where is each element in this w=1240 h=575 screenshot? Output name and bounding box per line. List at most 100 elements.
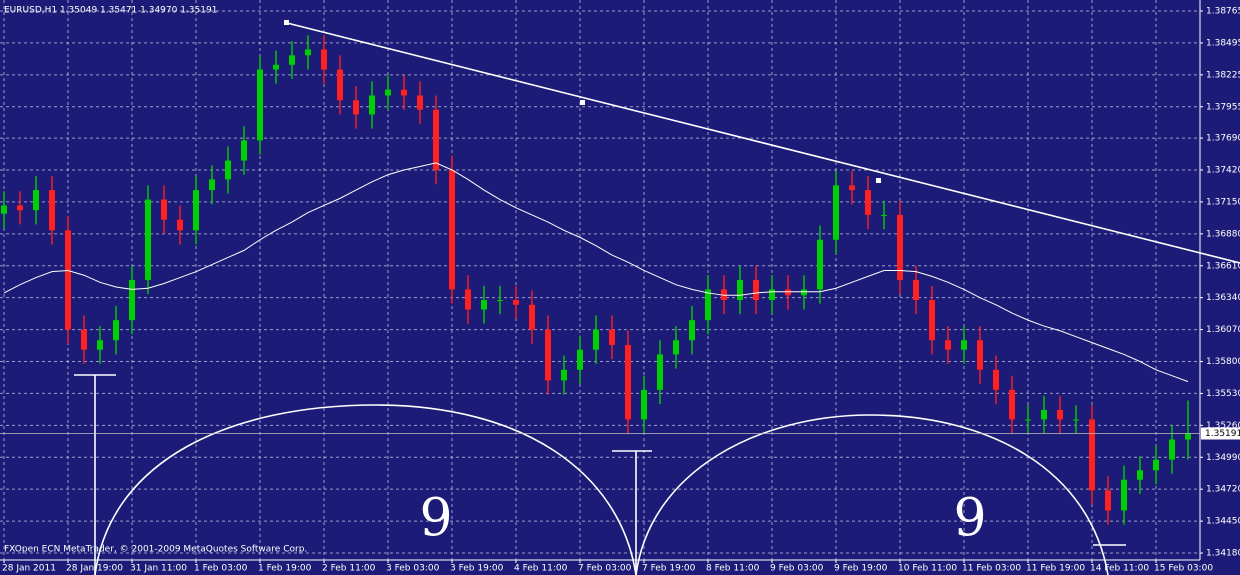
candle-body xyxy=(865,190,871,215)
x-tick-label: 1 Feb 19:00 xyxy=(258,564,312,574)
candle-body xyxy=(337,69,343,101)
candle-body xyxy=(1089,419,1095,491)
candle-body xyxy=(385,89,391,96)
candle-body xyxy=(193,190,199,231)
candle-body xyxy=(577,349,583,370)
y-tick-label: 1.36070 xyxy=(1206,325,1240,335)
candle-body xyxy=(241,140,247,161)
candle-body xyxy=(497,300,503,302)
candle-body xyxy=(721,289,727,301)
candle-body xyxy=(977,340,983,370)
candle-body xyxy=(1121,479,1127,511)
candle-body xyxy=(833,185,839,240)
candle-body xyxy=(657,354,663,390)
candle-body xyxy=(321,49,327,70)
candle-body xyxy=(33,190,39,211)
candle-body xyxy=(801,289,807,296)
candle-body xyxy=(433,109,439,170)
candle-body xyxy=(593,329,599,350)
candle-body xyxy=(177,219,183,231)
candle-body xyxy=(625,344,631,420)
x-tick-label: 11 Feb 19:00 xyxy=(1026,564,1085,574)
candle-body xyxy=(945,340,951,350)
candle-body xyxy=(465,289,471,310)
x-tick-label: 31 Jan 11:00 xyxy=(130,564,187,574)
candle-body xyxy=(145,199,151,280)
y-tick-label: 1.35530 xyxy=(1206,389,1240,399)
x-tick-label: 11 Feb 03:00 xyxy=(962,564,1021,574)
y-tick-label: 1.37690 xyxy=(1206,134,1240,144)
candle-body xyxy=(609,329,615,345)
trendline xyxy=(286,22,1240,264)
candle-body xyxy=(641,389,647,420)
candle-body xyxy=(209,179,215,191)
candle-body xyxy=(993,369,999,390)
candle-body xyxy=(113,320,119,341)
trendline-handle xyxy=(876,178,881,183)
x-tick-label: 1 Feb 03:00 xyxy=(194,564,248,574)
candle-body xyxy=(1185,433,1191,440)
candle-body xyxy=(1105,490,1111,511)
candle-body xyxy=(513,300,519,305)
candle-body xyxy=(929,300,935,341)
y-tick-label: 1.38225 xyxy=(1206,70,1240,80)
annotation: 9 xyxy=(953,489,986,549)
annotation: 9 xyxy=(419,489,452,549)
candle-body xyxy=(1009,389,1015,420)
candle-body xyxy=(737,279,743,301)
y-tick-label: 1.34990 xyxy=(1206,453,1240,463)
drawings xyxy=(74,20,1240,575)
candle-body xyxy=(785,289,791,296)
candle-body xyxy=(1057,409,1063,420)
x-tick-label: 7 Feb 19:00 xyxy=(642,564,696,574)
candle-body xyxy=(257,69,263,141)
candle-body xyxy=(401,89,407,96)
candle-body xyxy=(17,205,23,211)
candle-body xyxy=(1169,439,1175,460)
current-price-box xyxy=(1201,427,1240,440)
candle-body xyxy=(753,279,759,301)
x-tick-label: 8 Feb 11:00 xyxy=(706,564,760,574)
x-tick-label: 7 Feb 03:00 xyxy=(578,564,632,574)
x-tick-label: 2 Feb 11:00 xyxy=(322,564,376,574)
candle-body xyxy=(961,340,967,350)
candle-body xyxy=(65,230,71,330)
y-tick-label: 1.36340 xyxy=(1206,293,1240,303)
candle-body xyxy=(1041,409,1047,420)
candle-body xyxy=(481,300,487,310)
x-tick-label: 28 Jan 19:00 xyxy=(66,564,123,574)
chart-title: EURUSD,H1 1.35049 1.35471 1.34970 1.3519… xyxy=(4,6,217,16)
arc xyxy=(94,404,637,575)
candle-body xyxy=(881,214,887,216)
y-tick-label: 1.37420 xyxy=(1206,165,1240,175)
candle-body xyxy=(1137,470,1143,480)
candle-body xyxy=(369,95,375,115)
candle-body xyxy=(913,279,919,301)
candle-body xyxy=(561,369,567,381)
candle-body xyxy=(673,340,679,355)
y-tick-label: 1.36880 xyxy=(1206,229,1240,239)
candle-body xyxy=(305,49,311,56)
trendline-handle xyxy=(284,20,289,25)
x-tick-label: 9 Feb 19:00 xyxy=(834,564,888,574)
candle-body xyxy=(769,289,775,301)
y-tick-label: 1.38765 xyxy=(1206,6,1240,16)
candle-body xyxy=(1,205,7,214)
y-tick-label: 1.36610 xyxy=(1206,261,1240,271)
x-tick-label: 14 Feb 11:00 xyxy=(1090,564,1149,574)
arc xyxy=(635,414,1109,575)
candle-body xyxy=(129,279,135,321)
candle-body xyxy=(81,329,87,350)
x-tick-label: 10 Feb 11:00 xyxy=(898,564,957,574)
moving-average xyxy=(3,162,1189,383)
candle-body xyxy=(289,55,295,65)
y-tick-label: 1.34720 xyxy=(1206,485,1240,495)
candle-body xyxy=(97,340,103,350)
candle-body xyxy=(49,190,55,231)
candle-body xyxy=(897,214,903,280)
candle-body xyxy=(449,169,455,290)
candle-body xyxy=(417,95,423,110)
candle-body xyxy=(817,239,823,290)
y-tick-label: 1.34180 xyxy=(1206,549,1240,559)
